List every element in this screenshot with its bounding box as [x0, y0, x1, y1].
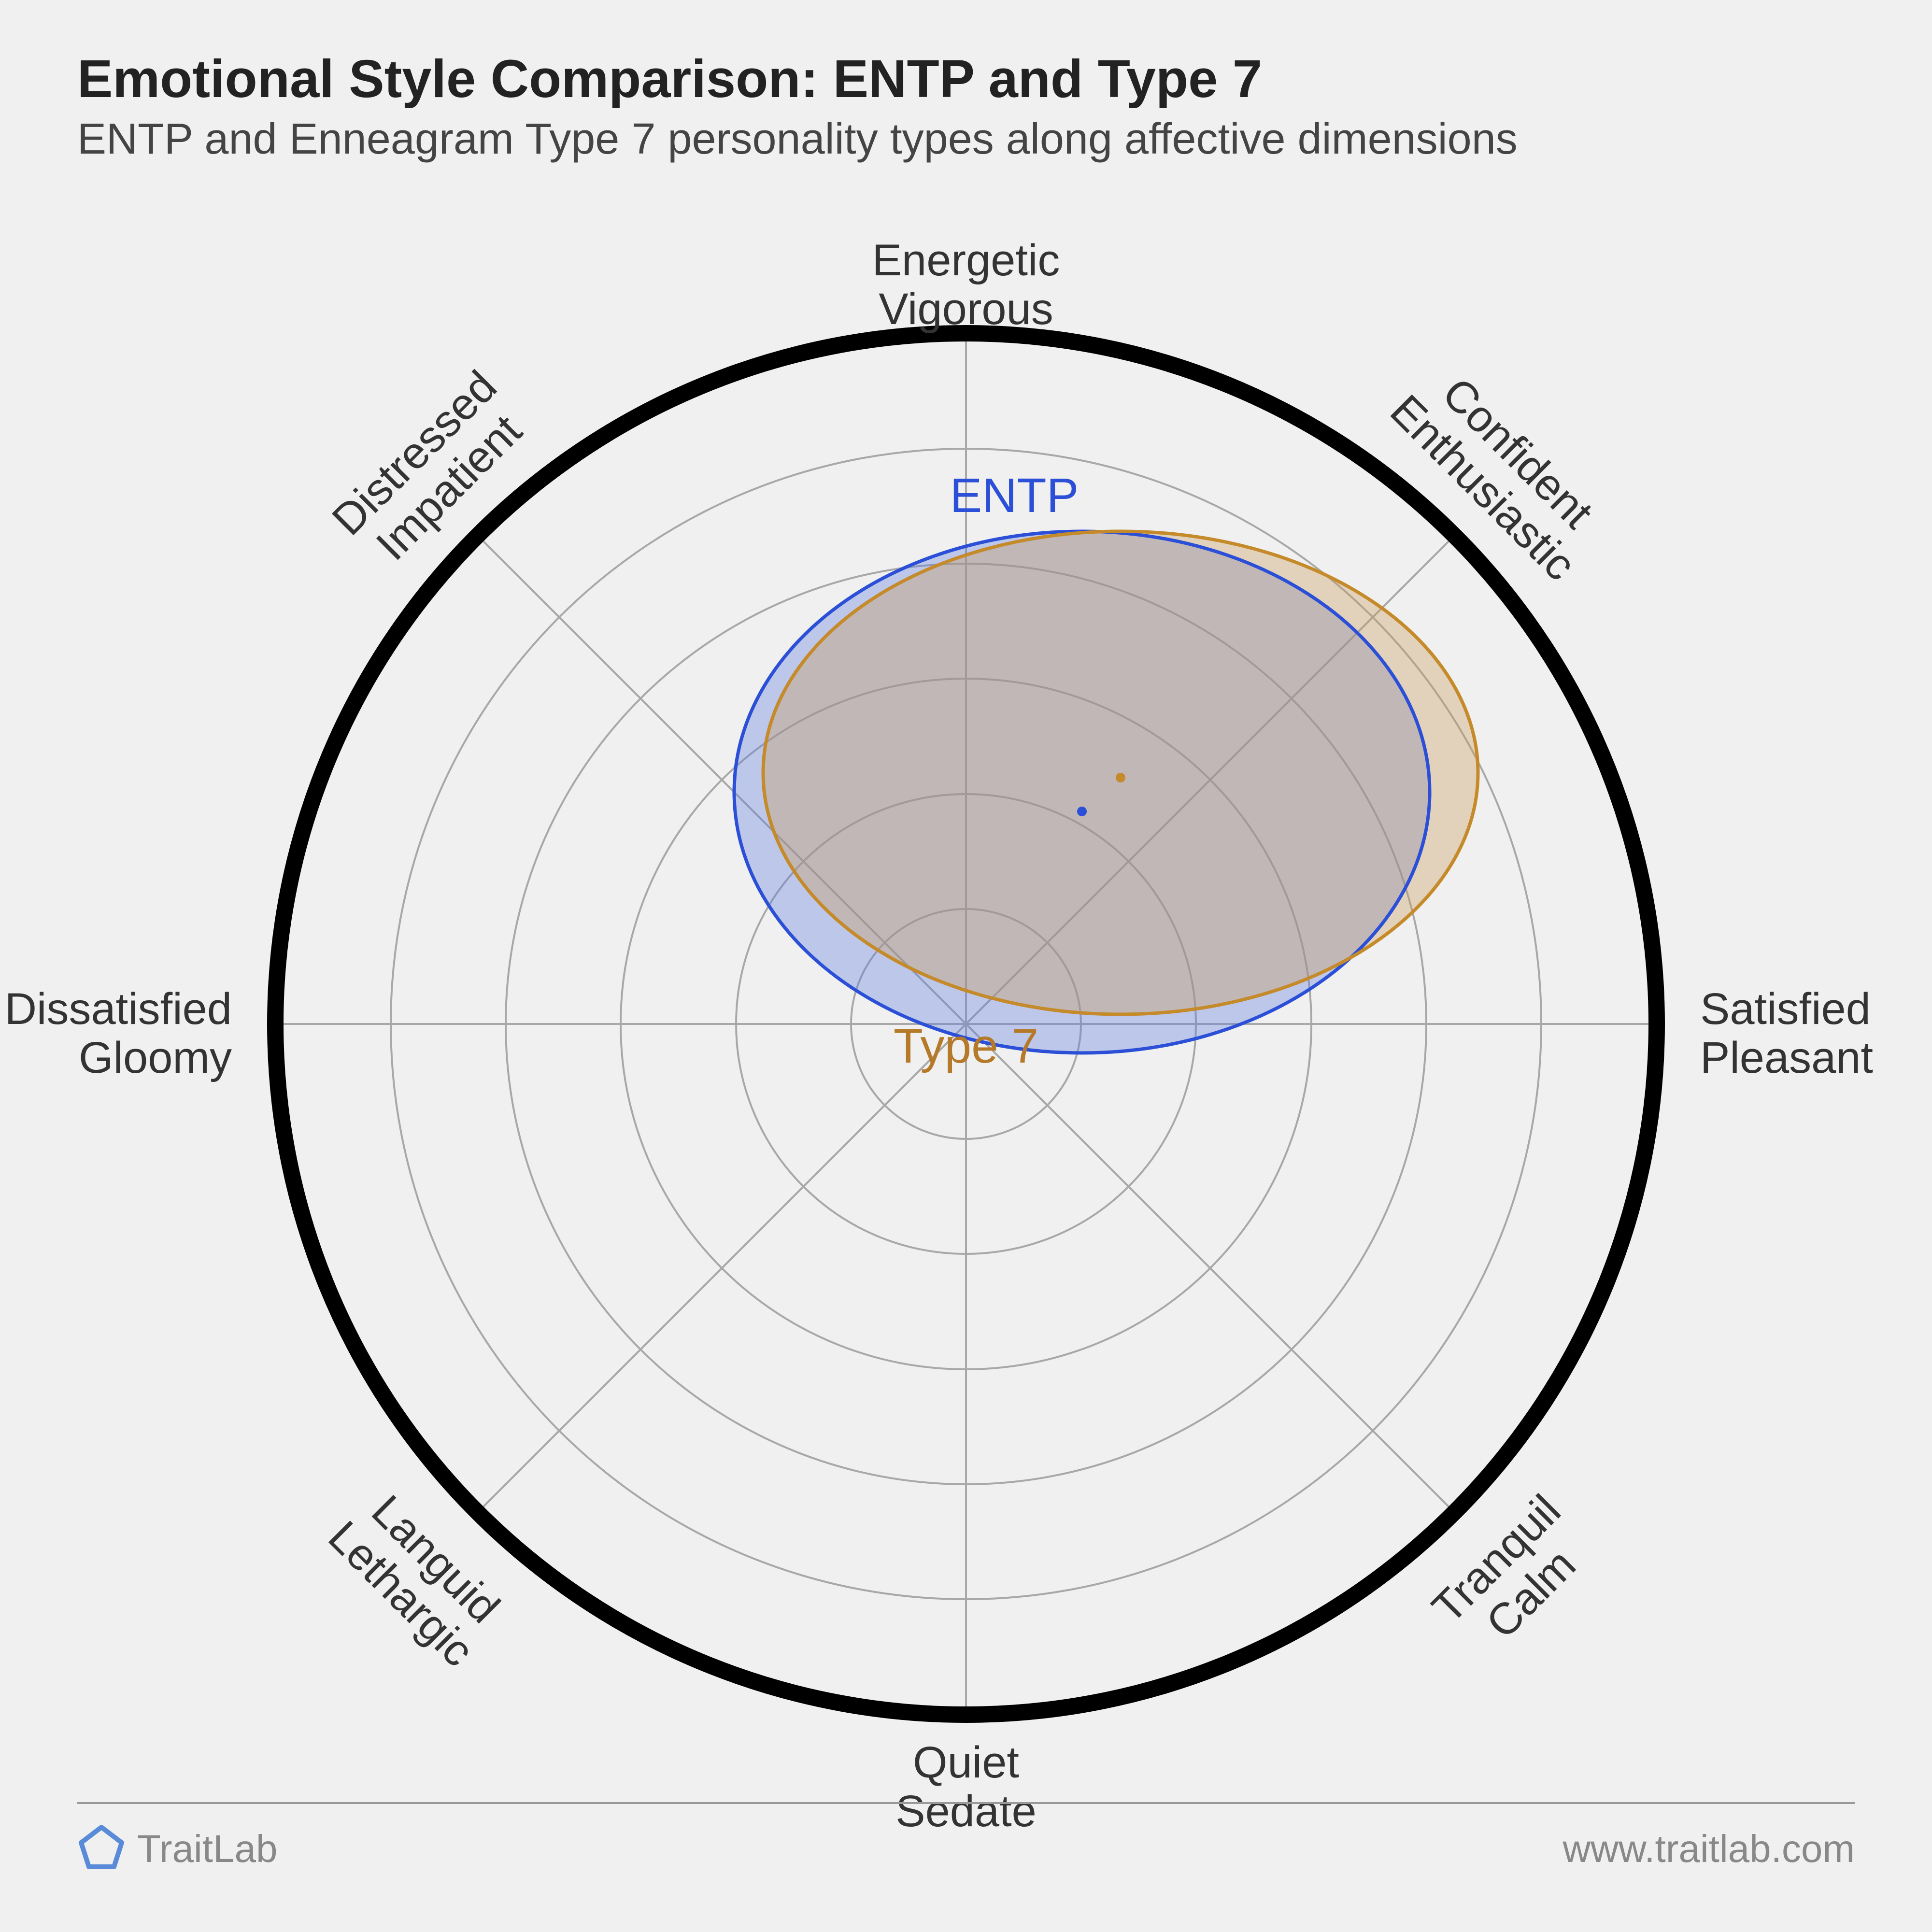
traitlab-logo-icon — [77, 1823, 126, 1874]
axis-label-line: Dissatisfied — [5, 984, 232, 1034]
axis-label: LanguidLethargic — [319, 1477, 517, 1676]
axis-label-line: Pleasant — [1700, 1033, 1873, 1082]
axis-label-line: Gloomy — [79, 1033, 232, 1082]
footer-brand-block: TraitLab — [77, 1823, 278, 1874]
footer: TraitLab www.traitlab.com — [77, 1802, 1855, 1874]
footer-brand-text: TraitLab — [137, 1827, 278, 1871]
axis-label: ConfidentEnthusiastic — [1381, 351, 1619, 590]
axis-label-line: Vigorous — [879, 284, 1053, 334]
series-label: ENTP — [950, 469, 1079, 523]
series-label: Type 7 — [894, 1019, 1038, 1073]
axis-label-line: Energetic — [872, 236, 1060, 285]
axis-label-line: Satisfied — [1700, 984, 1871, 1034]
axis-label: EnergeticVigorous — [872, 236, 1060, 334]
axis-spoke — [478, 1024, 966, 1512]
footer-url: www.traitlab.com — [1563, 1827, 1855, 1871]
chart-container: Emotional Style Comparison: ENTP and Typ… — [0, 0, 1932, 1932]
series-center-dot — [1116, 773, 1125, 782]
axis-label: SatisfiedPleasant — [1700, 984, 1873, 1082]
circumplex-chart: ENTP Type 7 EnergeticVigorous ConfidentEnth… — [0, 0, 1932, 1932]
axis-label-line: Quiet — [913, 1738, 1019, 1787]
axis-label: DistressedImpatient — [323, 361, 540, 579]
axis-label: DissatisfiedGloomy — [5, 984, 232, 1082]
series-center-dot — [1077, 807, 1087, 816]
axis-spoke — [966, 1024, 1454, 1512]
